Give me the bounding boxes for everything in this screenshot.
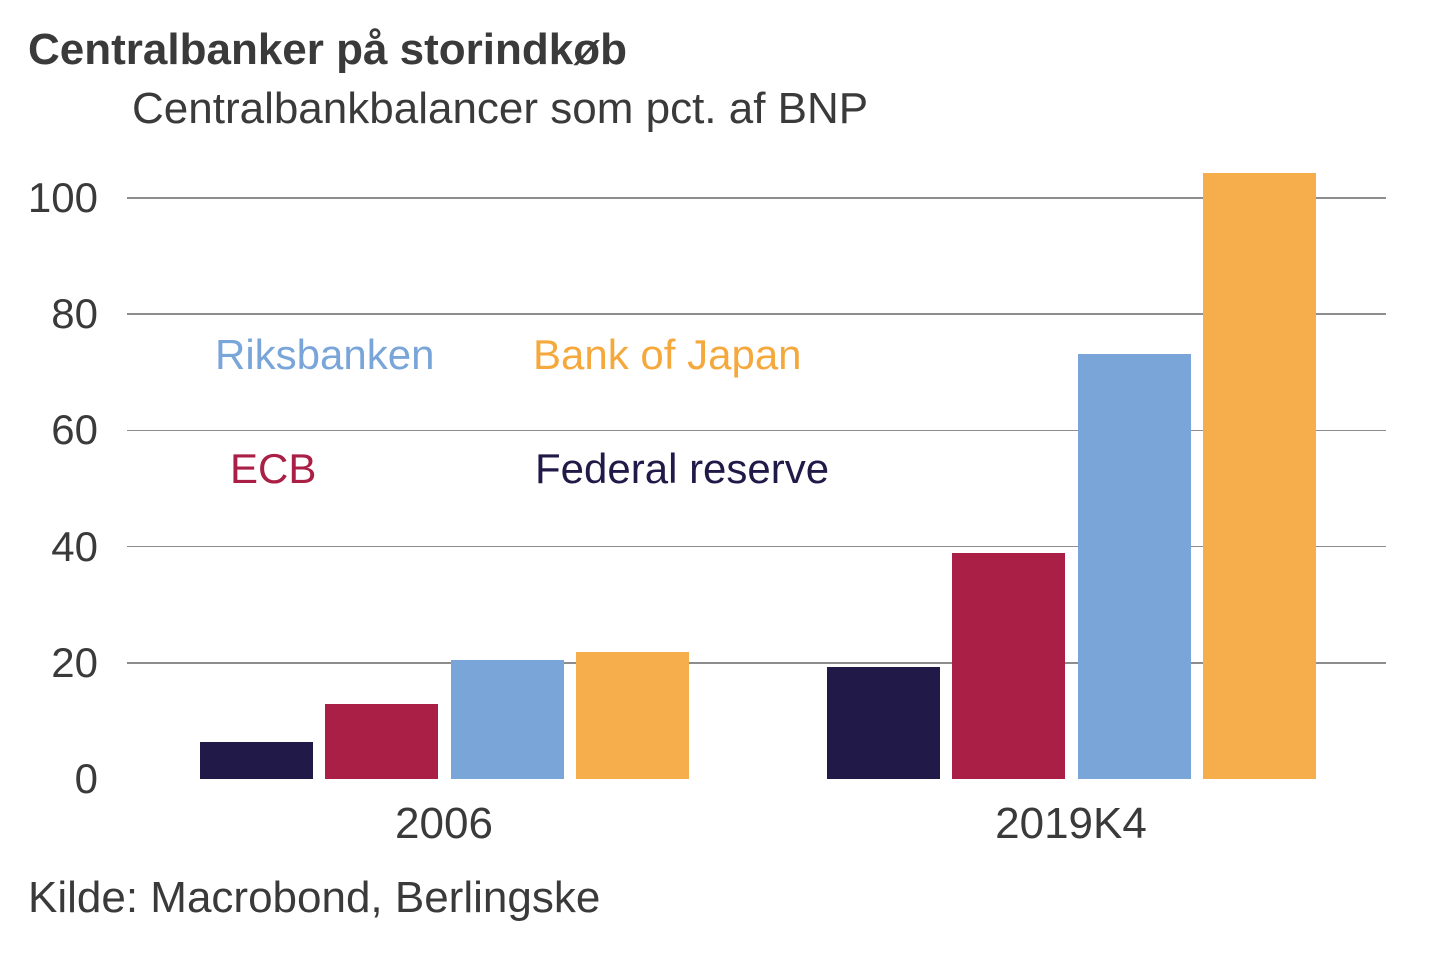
gridline-100: [127, 197, 1386, 199]
bar-federal-reserve-2006: [199, 742, 313, 779]
gridline-80: [127, 313, 1386, 315]
gridline-20: [127, 662, 1386, 664]
gridline-40: [127, 545, 1386, 548]
bar-ecb-2006: [325, 704, 438, 779]
legend-item-ecb: ECB: [230, 445, 317, 492]
y-axis-tick-80: 80: [51, 290, 98, 337]
y-axis-tick-20: 20: [51, 638, 98, 686]
legend-item-bank-of-japan: Bank of Japan: [533, 331, 802, 378]
source-note: Kilde: Macrobond, Berlingske: [28, 873, 601, 922]
bar-bank-of-japan-2006: [576, 652, 689, 779]
bar-bank-of-japan-2019k4: [1203, 172, 1316, 779]
bar-riksbanken-2006: [450, 660, 564, 779]
y-axis-tick-60: 60: [51, 406, 98, 454]
chart-title: Centralbanker på storindkøb: [28, 25, 628, 74]
legend-item-riksbanken: Riksbanken: [215, 331, 435, 378]
x-axis-label-2006: 2006: [395, 799, 493, 848]
gridline-60: [127, 429, 1386, 431]
legend-item-federal-reserve: Federal reserve: [535, 445, 830, 492]
x-axis-label-2019k4: 2019K4: [995, 799, 1147, 848]
y-axis-tick-0: 0: [74, 755, 98, 802]
bar-federal-reserve-2019k4: [826, 666, 940, 779]
bar-riksbanken-2019k4: [1077, 353, 1191, 779]
y-axis-tick-40: 40: [51, 522, 98, 570]
chart-subtitle: Centralbankbalancer som pct. af BNP: [132, 84, 869, 133]
y-axis-tick-100: 100: [27, 173, 98, 221]
bar-ecb-2019k4: [952, 553, 1065, 779]
